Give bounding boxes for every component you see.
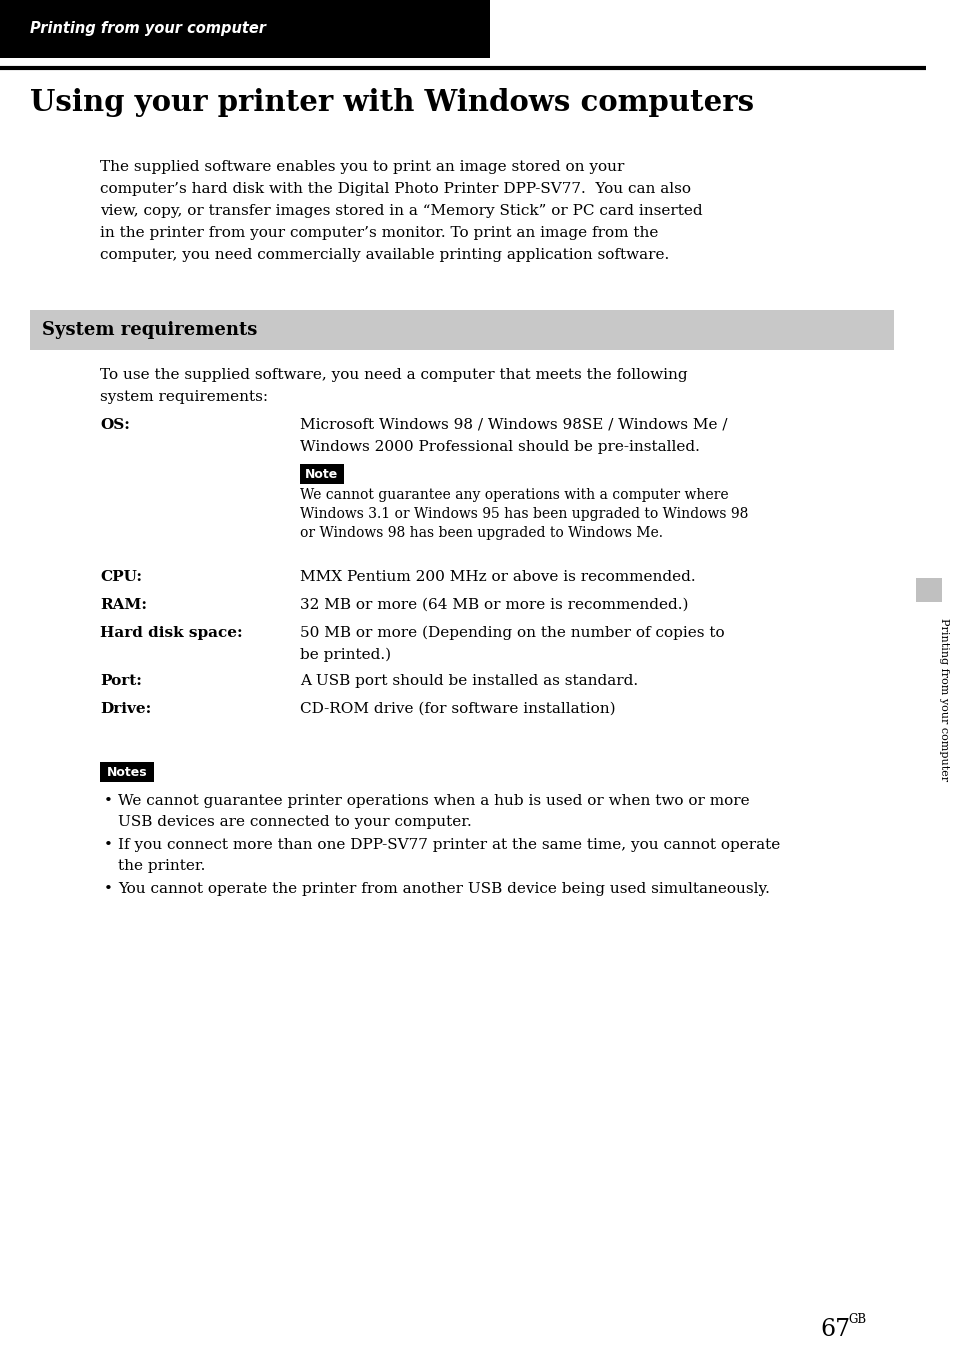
Text: Note: Note [305, 468, 338, 480]
Text: Printing from your computer: Printing from your computer [938, 618, 948, 781]
Text: 50 MB or more (Depending on the number of copies to: 50 MB or more (Depending on the number o… [299, 626, 724, 641]
Text: OS:: OS: [100, 418, 130, 433]
Text: 67: 67 [820, 1318, 849, 1341]
Text: •: • [104, 794, 112, 808]
Text: We cannot guarantee printer operations when a hub is used or when two or more: We cannot guarantee printer operations w… [118, 794, 749, 808]
Text: Port:: Port: [100, 675, 142, 688]
Text: or Windows 98 has been upgraded to Windows Me.: or Windows 98 has been upgraded to Windo… [299, 526, 662, 539]
Text: If you connect more than one DPP-SV77 printer at the same time, you cannot opera: If you connect more than one DPP-SV77 pr… [118, 838, 780, 852]
Bar [100, 763, 153, 781]
Text: in the printer from your computer’s monitor. To print an image from the: in the printer from your computer’s moni… [100, 226, 658, 241]
Text: be printed.): be printed.) [299, 648, 391, 662]
Text: 32 MB or more (64 MB or more is recommended.): 32 MB or more (64 MB or more is recommen… [299, 598, 688, 612]
Text: You cannot operate the printer from another USB device being used simultaneously: You cannot operate the printer from anot… [118, 882, 769, 896]
Text: Drive:: Drive: [100, 702, 152, 717]
Text: GB: GB [847, 1313, 865, 1326]
Text: Windows 2000 Professional should be pre-installed.: Windows 2000 Professional should be pre-… [299, 439, 700, 454]
Text: CPU:: CPU: [100, 571, 142, 584]
Text: Using your printer with Windows computers: Using your printer with Windows computer… [30, 88, 753, 118]
Text: CD-ROM drive (for software installation): CD-ROM drive (for software installation) [299, 702, 615, 717]
Bar [30, 310, 893, 350]
Text: system requirements:: system requirements: [100, 389, 268, 404]
Text: the printer.: the printer. [118, 859, 205, 873]
Text: Windows 3.1 or Windows 95 has been upgraded to Windows 98: Windows 3.1 or Windows 95 has been upgra… [299, 507, 747, 521]
Text: To use the supplied software, you need a computer that meets the following: To use the supplied software, you need a… [100, 368, 687, 383]
Text: •: • [104, 882, 112, 896]
Text: Hard disk space:: Hard disk space: [100, 626, 242, 639]
Text: A USB port should be installed as standard.: A USB port should be installed as standa… [299, 675, 638, 688]
Text: USB devices are connected to your computer.: USB devices are connected to your comput… [118, 815, 471, 829]
Bar [0, 0, 490, 58]
Text: computer, you need commercially available printing application software.: computer, you need commercially availabl… [100, 247, 669, 262]
Text: view, copy, or transfer images stored in a “Memory Stick” or PC card inserted: view, copy, or transfer images stored in… [100, 204, 702, 218]
Text: MMX Pentium 200 MHz or above is recommended.: MMX Pentium 200 MHz or above is recommen… [299, 571, 695, 584]
Bar [299, 464, 344, 484]
Text: •: • [104, 838, 112, 852]
Text: Printing from your computer: Printing from your computer [30, 22, 266, 37]
Text: Microsoft Windows 98 / Windows 98SE / Windows Me /: Microsoft Windows 98 / Windows 98SE / Wi… [299, 418, 727, 433]
Text: The supplied software enables you to print an image stored on your: The supplied software enables you to pri… [100, 160, 623, 174]
Text: System requirements: System requirements [42, 320, 257, 339]
Text: Notes: Notes [107, 765, 147, 779]
Text: RAM:: RAM: [100, 598, 147, 612]
Text: We cannot guarantee any operations with a computer where: We cannot guarantee any operations with … [299, 488, 728, 502]
Bar [915, 579, 941, 602]
Text: computer’s hard disk with the Digital Photo Printer DPP-SV77.  You can also: computer’s hard disk with the Digital Ph… [100, 183, 690, 196]
